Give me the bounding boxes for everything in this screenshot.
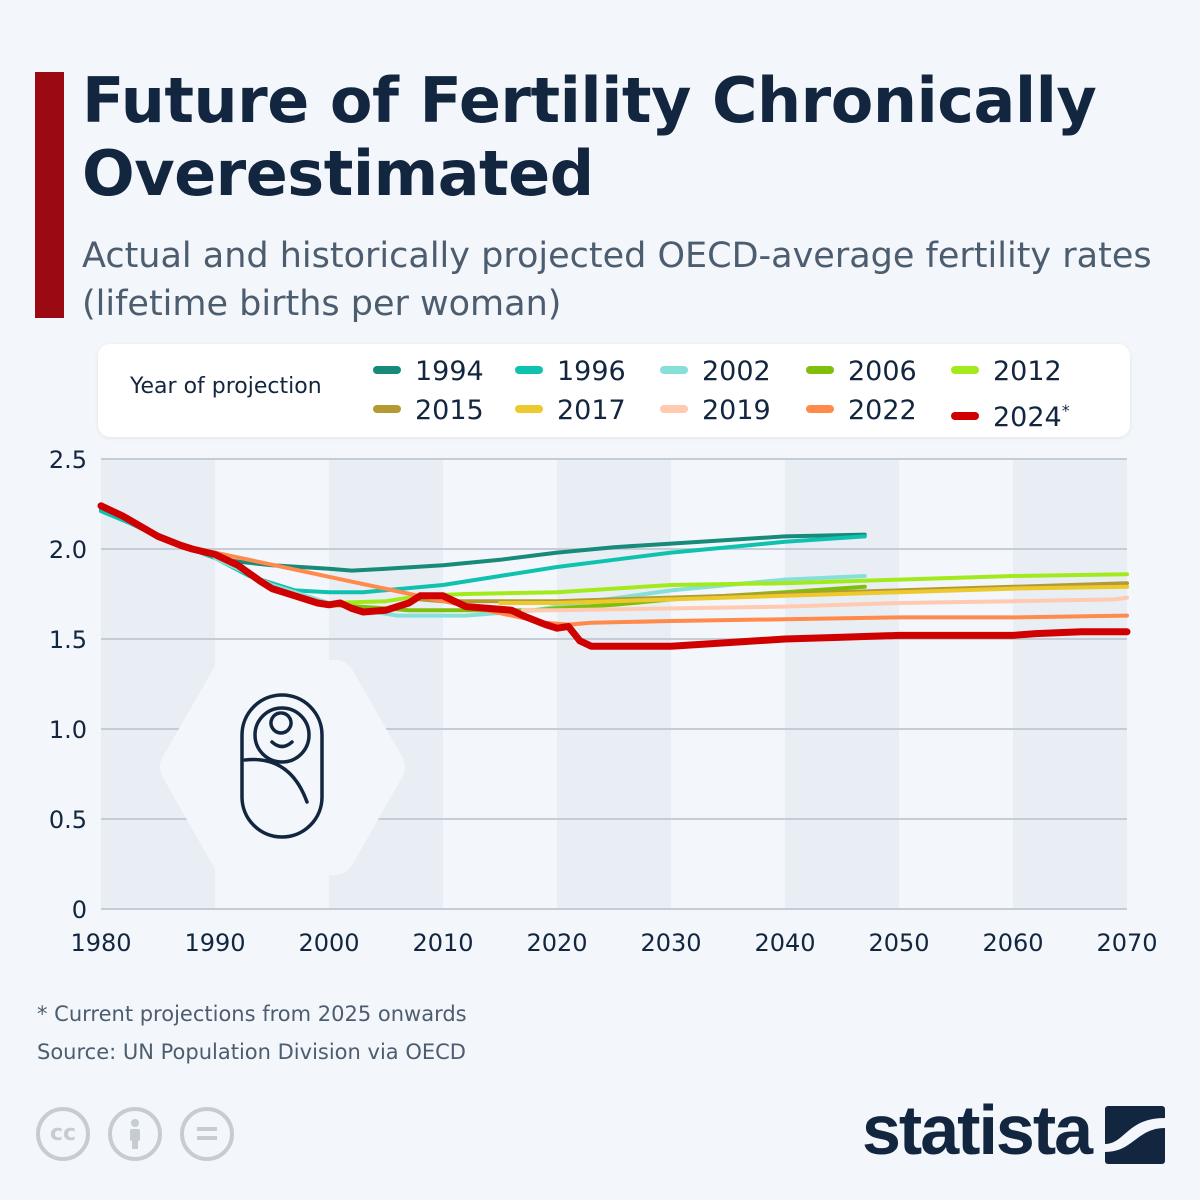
cc-icon[interactable]: cc xyxy=(36,1107,90,1161)
x-tick-label: 2030 xyxy=(640,929,701,957)
legend-label: 2002 xyxy=(702,356,771,387)
legend-label: 2024 xyxy=(993,402,1062,433)
decade-band xyxy=(671,459,785,909)
swaddled-baby-icon xyxy=(160,660,405,875)
x-tick-label: 2000 xyxy=(298,929,359,957)
statista-logo[interactable]: statista xyxy=(862,1090,1093,1170)
legend-label: 2017 xyxy=(557,395,626,426)
decade-band xyxy=(1013,459,1127,909)
legend-title: Year of projection xyxy=(130,374,322,399)
legend-item-2012: 2012 xyxy=(951,354,1062,390)
legend: Year of projection 1994 1996 2002 2006 2012 2… xyxy=(98,344,1130,437)
decade-band xyxy=(899,459,1013,909)
x-tick-label: 2050 xyxy=(868,929,929,957)
legend-item-2015: 2015 xyxy=(373,393,484,429)
page-subtitle: Actual and historically projected OECD-a… xyxy=(82,236,1152,324)
series-line-2019 xyxy=(520,595,1129,613)
series-line-2017 xyxy=(498,584,1129,605)
legend-item-2022: 2022 xyxy=(806,393,917,429)
legend-swatch xyxy=(951,411,979,420)
x-tick-label: 2070 xyxy=(1096,929,1157,957)
statista-logo-icon xyxy=(1105,1106,1165,1164)
footnote: * Current projections from 2025 onwards xyxy=(37,1002,467,1026)
legend-footnote-marker: * xyxy=(1061,401,1070,420)
x-tick-label: 2020 xyxy=(526,929,587,957)
legend-swatch xyxy=(806,404,834,413)
x-tick-label: 2040 xyxy=(754,929,815,957)
logo-text: statista xyxy=(862,1091,1093,1169)
legend-swatch xyxy=(660,404,688,413)
legend-swatch xyxy=(373,365,401,374)
y-tick-label: 0 xyxy=(72,896,87,924)
legend-swatch xyxy=(515,365,543,374)
y-tick-label: 2.0 xyxy=(49,536,87,564)
x-tick-label: 2060 xyxy=(982,929,1043,957)
source-text: Source: UN Population Division via OECD xyxy=(37,1040,466,1064)
decade-band xyxy=(557,459,671,909)
decade-band xyxy=(101,459,215,909)
legend-item-1996: 1996 xyxy=(515,354,626,390)
decade-band xyxy=(785,459,899,909)
series-line-2012 xyxy=(327,572,1129,605)
legend-label: 2006 xyxy=(848,356,917,387)
legend-swatch xyxy=(806,365,834,374)
series-line-2022 xyxy=(178,545,1129,627)
legend-item-1994: 1994 xyxy=(373,354,484,390)
legend-swatch xyxy=(660,365,688,374)
legend-item-2024: 2024* xyxy=(951,393,1070,433)
legend-item-2019: 2019 xyxy=(660,393,771,429)
legend-label: 2015 xyxy=(415,395,484,426)
line-chart: 1980 1990 2000 2010 2020 2030 2040 2050 2060 2070… xyxy=(49,446,1158,957)
no-derivatives-icon[interactable] xyxy=(180,1107,234,1161)
legend-swatch xyxy=(951,365,979,374)
legend-label: 2022 xyxy=(848,395,917,426)
legend-label: 2019 xyxy=(702,395,771,426)
page-title: Future of Fertility Chronically Overesti… xyxy=(82,64,1097,210)
x-tick-label: 1980 xyxy=(70,929,131,957)
y-tick-label: 1.5 xyxy=(49,626,87,654)
legend-swatch xyxy=(515,404,543,413)
legend-item-2006: 2006 xyxy=(806,354,917,390)
attribution-icon[interactable] xyxy=(108,1107,162,1161)
legend-label: 1994 xyxy=(415,356,484,387)
legend-item-2017: 2017 xyxy=(515,393,626,429)
series-line-2024 xyxy=(97,502,1131,650)
legend-label: 1996 xyxy=(557,356,626,387)
legend-item-2002: 2002 xyxy=(660,354,771,390)
decade-band xyxy=(443,459,557,909)
x-tick-label: 1990 xyxy=(184,929,245,957)
legend-label: 2012 xyxy=(993,356,1062,387)
x-tick-label: 2010 xyxy=(412,929,473,957)
legend-swatch xyxy=(373,404,401,413)
accent-bar xyxy=(35,72,64,318)
y-tick-label: 2.5 xyxy=(49,446,87,474)
y-tick-label: 0.5 xyxy=(49,806,87,834)
y-tick-label: 1.0 xyxy=(49,716,87,744)
